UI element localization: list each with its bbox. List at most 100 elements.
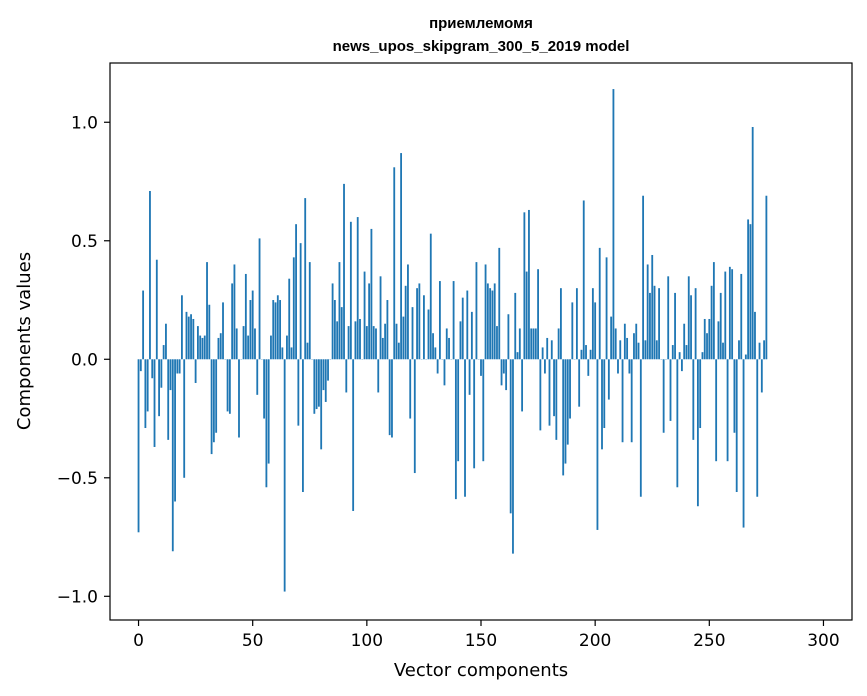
bar	[596, 359, 599, 530]
bar	[623, 323, 626, 360]
bar	[655, 340, 658, 360]
bar	[541, 347, 544, 360]
bar	[306, 342, 309, 360]
bar	[480, 359, 482, 376]
x-tick-label: 0	[133, 631, 144, 651]
bar	[384, 323, 387, 360]
x-tick-label: 200	[579, 631, 611, 651]
bar	[169, 359, 172, 391]
bar	[614, 328, 617, 360]
bar	[233, 264, 236, 360]
bar	[365, 326, 368, 360]
bar	[601, 359, 603, 450]
bar	[297, 359, 300, 426]
bar	[411, 307, 414, 360]
bar	[630, 359, 633, 443]
bar	[591, 288, 594, 360]
bar	[758, 342, 761, 360]
bar	[651, 254, 654, 360]
bar	[532, 328, 535, 360]
bar	[473, 359, 476, 469]
bar	[443, 359, 446, 386]
bar	[603, 359, 606, 429]
bar	[518, 328, 521, 360]
bar	[534, 328, 537, 360]
bar	[190, 314, 192, 360]
bar	[386, 300, 389, 360]
y-tick-label: −1.0	[57, 587, 98, 607]
bar	[742, 359, 745, 528]
bar	[288, 278, 291, 360]
bar	[589, 349, 592, 360]
bar	[687, 276, 690, 360]
bar	[491, 290, 494, 360]
bar	[158, 359, 160, 417]
bar	[192, 318, 195, 360]
bar	[254, 328, 256, 360]
chart-title-line-1: приемлемомя	[429, 15, 533, 32]
bar	[340, 307, 343, 360]
bar	[512, 359, 514, 554]
bar	[521, 359, 524, 412]
bar	[174, 359, 176, 502]
bar	[149, 190, 151, 360]
bar	[429, 233, 432, 360]
bar	[626, 337, 629, 360]
bar	[756, 359, 759, 497]
y-tick-label: 1.0	[71, 113, 98, 133]
bar	[559, 288, 562, 360]
bar	[724, 271, 727, 360]
bar	[139, 359, 142, 372]
bar	[763, 340, 766, 360]
y-axis-ticks: −1.0 −0.5 0.0 0.5 1.0	[57, 113, 110, 607]
bar	[735, 359, 738, 493]
bar	[731, 269, 734, 360]
bar	[238, 359, 240, 438]
chart-title-line-2: news_upos_skipgram_300_5_2019 model	[333, 38, 630, 55]
bar	[653, 285, 656, 360]
bar	[498, 247, 501, 360]
bar	[678, 352, 681, 360]
bar	[454, 359, 457, 500]
bar	[299, 243, 302, 360]
x-axis-ticks: 0 50 100 150 200 250 300	[133, 620, 840, 651]
bar	[363, 271, 366, 360]
bar	[187, 316, 190, 360]
bar	[676, 359, 679, 488]
bar	[692, 359, 695, 440]
bar	[459, 321, 462, 360]
bar	[228, 359, 231, 414]
bar	[744, 354, 747, 360]
bar	[749, 224, 752, 360]
bar	[706, 333, 708, 360]
x-tick-label: 50	[242, 631, 264, 651]
bar	[356, 217, 359, 360]
bar	[272, 300, 275, 360]
bar	[308, 262, 311, 360]
bar	[413, 359, 416, 474]
bar	[637, 342, 640, 360]
bar	[594, 302, 597, 360]
bar	[226, 359, 229, 412]
bar	[368, 283, 371, 360]
bar	[153, 359, 156, 447]
bar	[733, 359, 736, 433]
bar	[407, 264, 409, 360]
bar	[381, 337, 384, 360]
bar	[715, 359, 718, 462]
bar	[550, 340, 553, 360]
bar	[231, 283, 234, 360]
bar	[464, 359, 466, 497]
bar	[523, 212, 526, 360]
bar	[548, 359, 551, 426]
bar	[699, 359, 702, 429]
bar	[553, 359, 555, 417]
bar	[286, 335, 288, 360]
bar	[247, 335, 250, 360]
y-tick-label: 0.0	[71, 350, 98, 370]
bar	[331, 283, 334, 360]
bar	[557, 328, 560, 360]
bar	[719, 292, 722, 360]
bar	[151, 359, 154, 379]
bar	[217, 337, 220, 360]
